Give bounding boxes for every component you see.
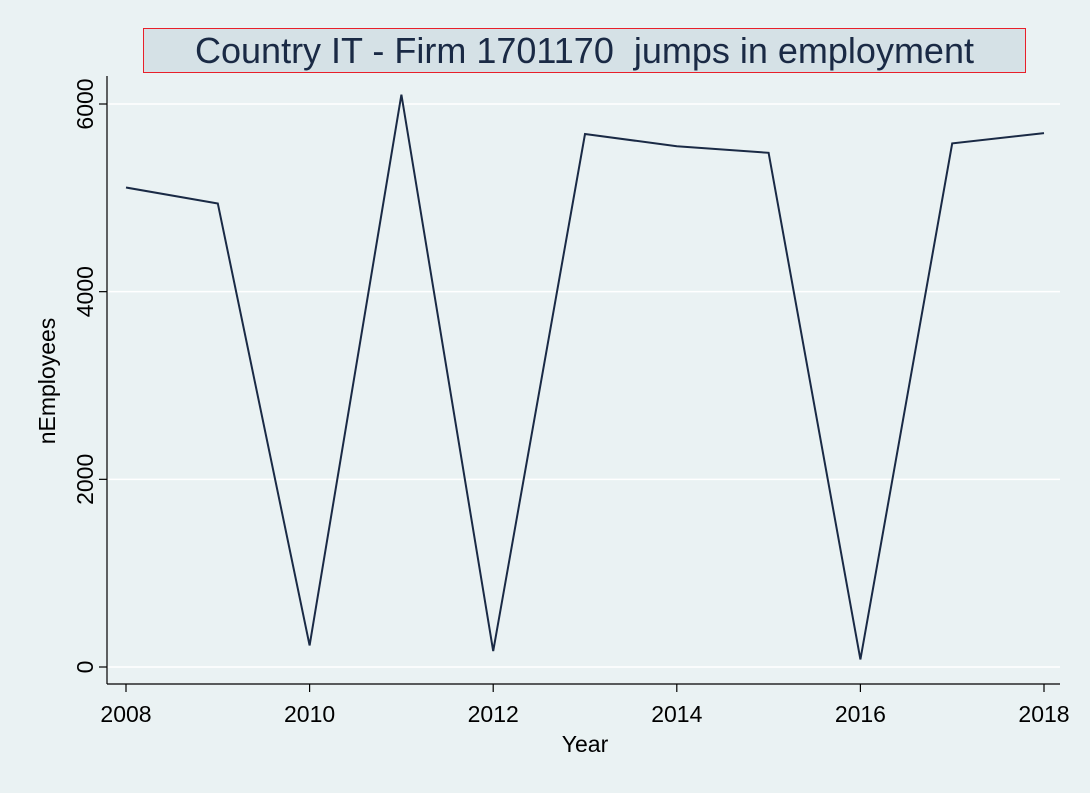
x-tick-label-2012: 2012 [468,701,519,727]
y-tick-label-0: 0 [72,661,98,674]
series-line-0 [125,94,1045,660]
x-tick-label-2016: 2016 [835,701,886,727]
gridlines [107,103,1060,668]
x-tick-label-2010: 2010 [284,701,335,727]
axes: 0 2000 4000 6000 2008 2010 2012 2014 2016 2018 [72,76,1070,727]
x-tick-label-2014: 2014 [651,701,702,727]
y-tick-label-6000: 6000 [72,78,98,129]
y-tick-label-2000: 2000 [72,454,98,505]
x-tick-label-2008: 2008 [100,701,151,727]
x-tick-label-2018: 2018 [1018,701,1069,727]
y-axis-label: nEmployees [34,318,60,445]
series-layer [125,94,1045,660]
x-axis-label: Year [562,731,609,757]
chart-title: Country IT - Firm 1701170 jumps in emplo… [143,28,1026,73]
y-tick-label-4000: 4000 [72,266,98,317]
